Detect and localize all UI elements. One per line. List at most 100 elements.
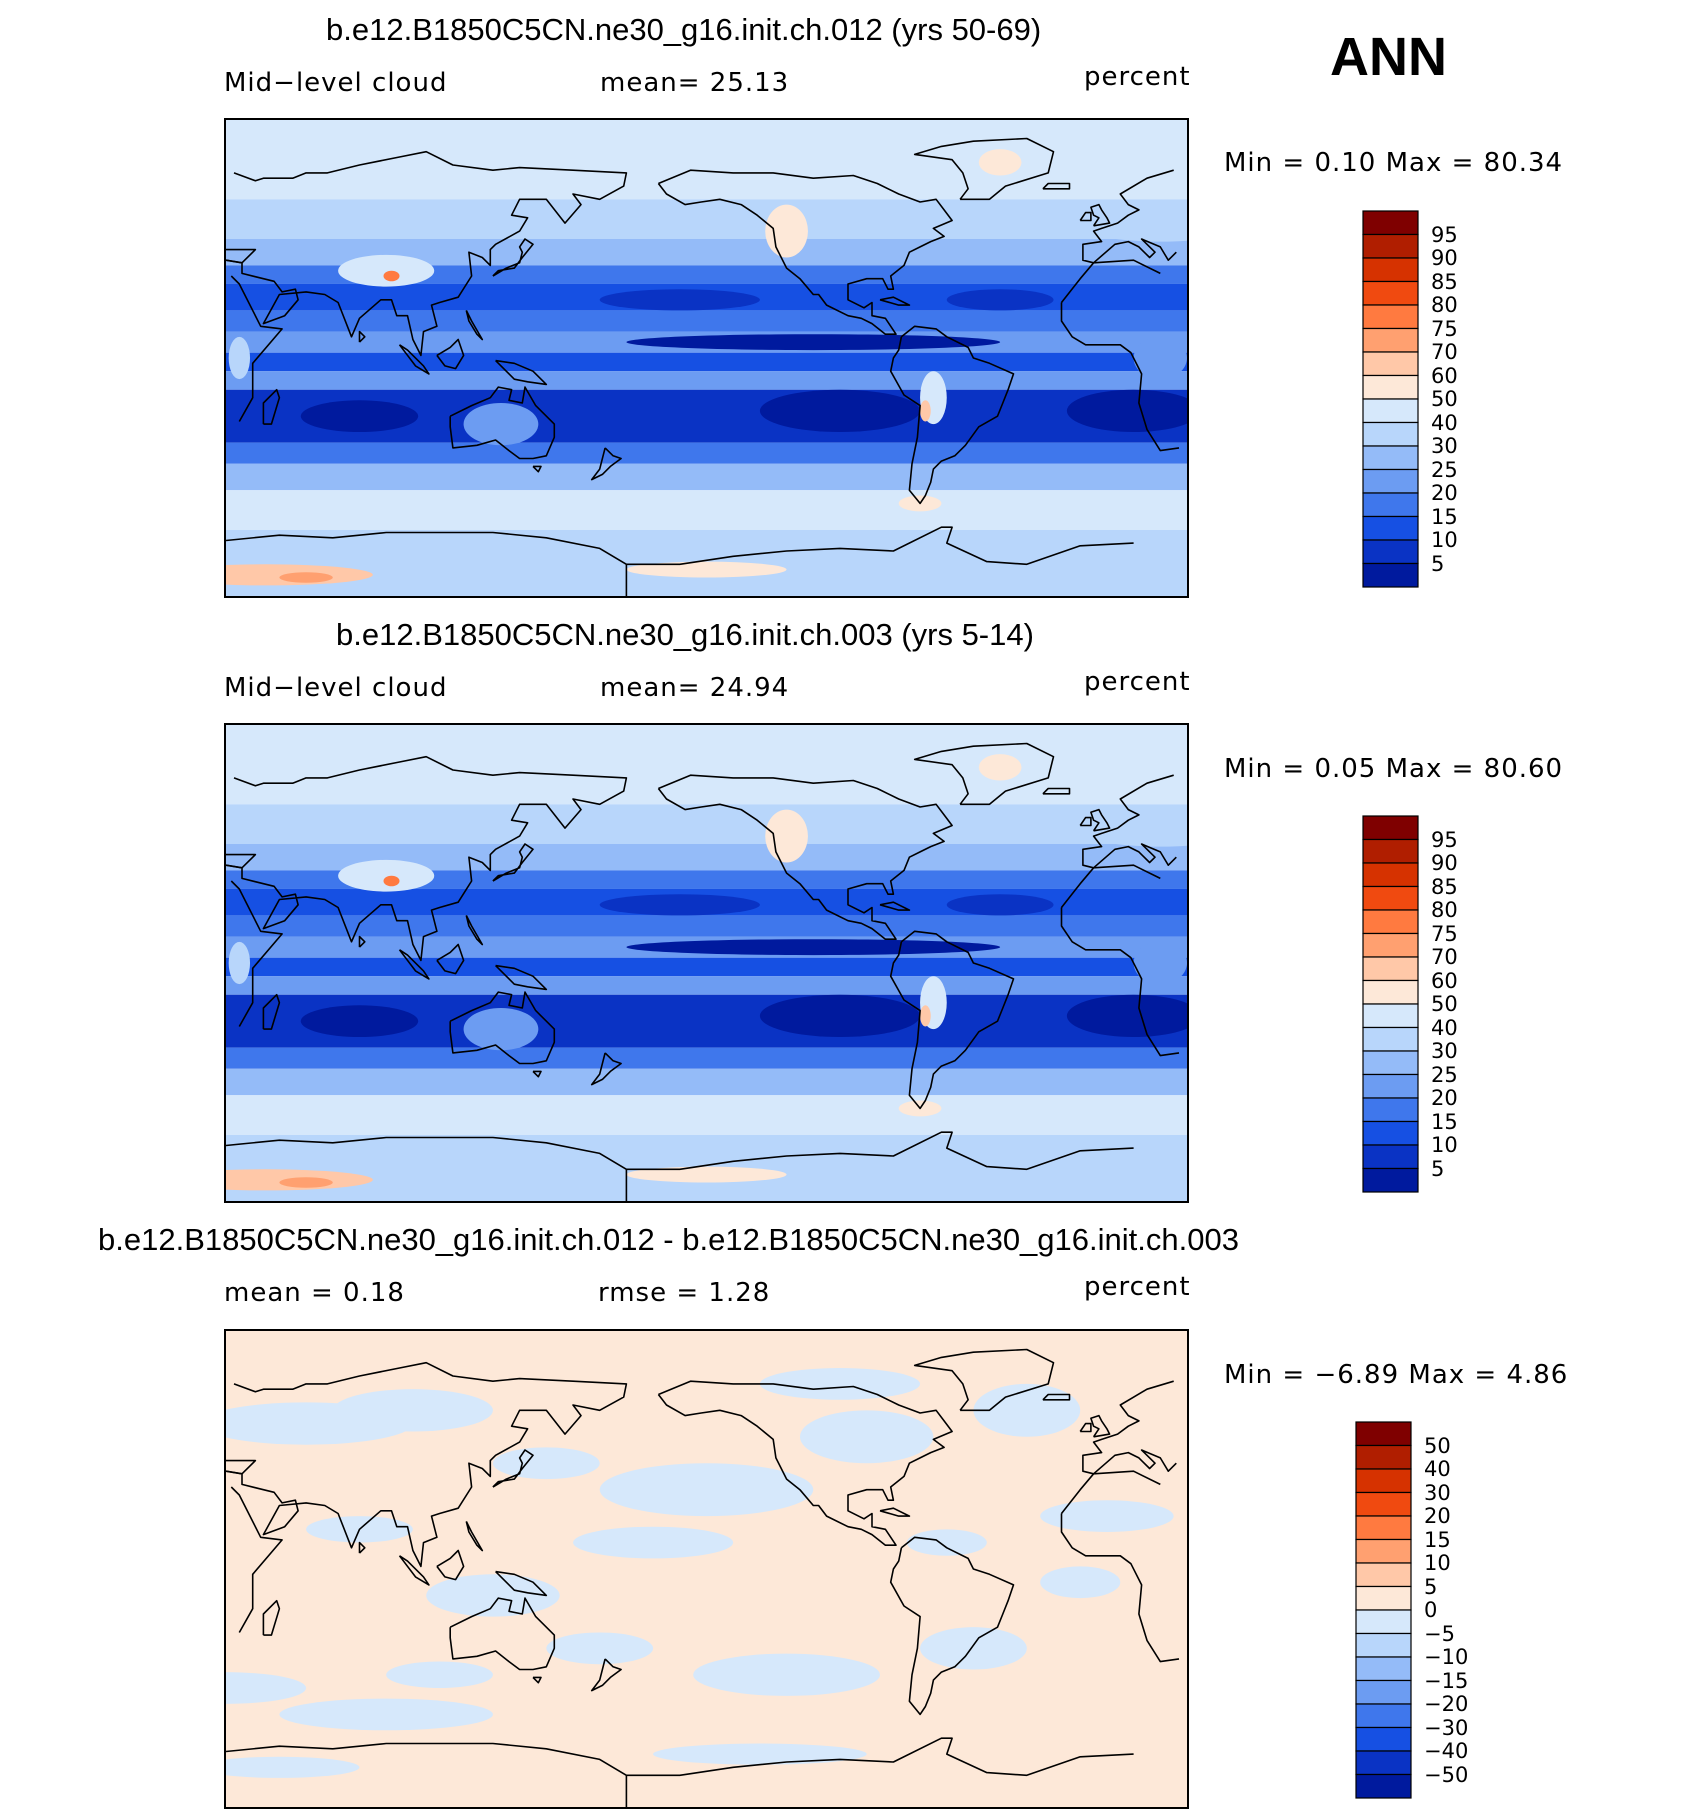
colorbar-tick-label: −40	[1424, 1739, 1469, 1763]
colorbar-swatch	[1362, 1167, 1419, 1193]
colorbar-tick-label: 20	[1424, 1504, 1451, 1528]
colorbar-tick-label: 5	[1431, 1156, 1445, 1181]
colorbar-swatch	[1355, 1656, 1412, 1682]
colorbar-swatch	[1355, 1421, 1412, 1447]
colorbar-swatch	[1355, 1585, 1412, 1611]
colorbar-tick-label: 50	[1431, 992, 1458, 1016]
colorbar-swatch	[1362, 979, 1419, 1005]
coastlines	[226, 742, 1180, 1201]
colorbar-swatch	[1362, 539, 1419, 565]
colorbar-tick-label: 60	[1431, 968, 1458, 993]
colorbar-swatch	[1355, 1468, 1412, 1494]
colorbar-swatch	[1362, 280, 1419, 306]
colorbar-tick-label: 70	[1431, 340, 1458, 364]
colorbar-tick-label: 10	[1424, 1551, 1451, 1575]
colorbar-tick-label: 95	[1431, 827, 1458, 852]
colorbar-tick-label: −50	[1424, 1762, 1469, 1787]
colorbar-swatch	[1355, 1491, 1412, 1517]
colorbar-tick-label: 50	[1431, 387, 1458, 411]
colorbar-swatch	[1355, 1515, 1412, 1541]
panel-3-map	[224, 1329, 1189, 1809]
colorbar-swatch	[1362, 1003, 1419, 1029]
colorbar-swatch	[1362, 327, 1419, 353]
panel-1-mean-label: mean= 25.13	[600, 68, 790, 98]
colorbar-swatch	[1362, 515, 1419, 541]
colorbar-tick-label: 25	[1431, 457, 1458, 482]
colorbar-swatch	[1362, 421, 1419, 447]
panel-3-rmse-label: rmse = 1.28	[598, 1278, 771, 1308]
colorbar-swatch	[1355, 1750, 1412, 1776]
colorbar-swatch	[1362, 351, 1419, 377]
colorbar-swatch	[1355, 1609, 1412, 1635]
colorbar-tick-label: 90	[1431, 851, 1458, 875]
colorbar-swatch	[1355, 1444, 1412, 1470]
colorbar-tick-label: 40	[1431, 410, 1458, 435]
colorbar-swatch	[1362, 1026, 1419, 1052]
colorbar-tick-label: 95	[1431, 222, 1458, 247]
colorbar-tick-label: 15	[1424, 1527, 1451, 1552]
panel-2-minmax-label: Min = 0.05 Max = 80.60	[1224, 754, 1564, 784]
colorbar-swatch	[1362, 562, 1419, 588]
colorbar-tick-label: 10	[1431, 528, 1458, 552]
panel-3-title: b.e12.B1850C5CN.ne30_g16.init.ch.012 - b…	[98, 1222, 1239, 1257]
colorbar-swatch	[1362, 815, 1419, 841]
panel-2-mean-label: mean= 24.94	[600, 673, 790, 703]
colorbar-tick-label: 85	[1431, 269, 1458, 294]
colorbar-tick-label: 80	[1431, 293, 1458, 317]
colorbar-swatch	[1362, 1097, 1419, 1123]
colorbar-tick-label: 30	[1431, 1039, 1458, 1063]
panel-3-mean-label: mean = 0.18	[224, 1278, 405, 1308]
panel-2-variable-label: Mid−level cloud	[224, 673, 448, 703]
colorbar-tick-label: 10	[1431, 1133, 1458, 1157]
colorbar-tick-label: 85	[1431, 874, 1458, 899]
colorbar-tick-label: 50	[1424, 1433, 1451, 1458]
colorbar-swatch	[1362, 374, 1419, 400]
colorbar-tick-label: 15	[1431, 504, 1458, 529]
colorbar-tick-label: 70	[1431, 945, 1458, 969]
panel-1-minmax-label: Min = 0.10 Max = 80.34	[1224, 148, 1564, 178]
colorbar-tick-label: 5	[1424, 1574, 1438, 1599]
colorbar-swatch	[1362, 1073, 1419, 1099]
colorbar-tick-label: 80	[1431, 898, 1458, 922]
colorbar-swatch	[1362, 210, 1419, 236]
colorbar-swatch	[1362, 885, 1419, 911]
colorbar-swatch	[1355, 1632, 1412, 1658]
panel-1-units-label: percent	[1084, 62, 1191, 92]
colorbar-tick-label: 0	[1424, 1598, 1438, 1622]
colorbar-swatch	[1362, 233, 1419, 259]
season-label: ANN	[1330, 27, 1447, 87]
colorbar-tick-label: 75	[1431, 316, 1458, 341]
colorbar-tick-label: 40	[1431, 1015, 1458, 1040]
colorbar-tick-label: 60	[1431, 363, 1458, 388]
colorbar-tick-label: 25	[1431, 1062, 1458, 1087]
colorbar-swatch	[1362, 1144, 1419, 1170]
colorbar-swatch	[1362, 956, 1419, 982]
colorbar-tick-label: −20	[1424, 1692, 1469, 1716]
colorbar-swatch	[1355, 1703, 1412, 1729]
colorbar-tick-label: −5	[1424, 1621, 1455, 1646]
colorbar-tick-label: 20	[1431, 481, 1458, 505]
panel-2-map	[224, 723, 1189, 1203]
colorbar-tick-label: 5	[1431, 551, 1445, 576]
panel-1-title: b.e12.B1850C5CN.ne30_g16.init.ch.012 (yr…	[326, 12, 1042, 47]
panel-1-variable-label: Mid−level cloud	[224, 68, 448, 98]
coastlines	[226, 1348, 1180, 1807]
colorbar-swatch	[1362, 862, 1419, 888]
colorbar-tick-label: 30	[1431, 434, 1458, 458]
colorbar-swatch	[1362, 1050, 1419, 1076]
colorbar-tick-label: 30	[1424, 1480, 1451, 1505]
colorbar-swatch	[1362, 468, 1419, 494]
colorbar-swatch	[1362, 304, 1419, 330]
colorbar-swatch	[1362, 1120, 1419, 1146]
panel-3-units-label: percent	[1084, 1272, 1191, 1302]
coastlines	[226, 137, 1180, 596]
colorbar-tick-label: 90	[1431, 246, 1458, 270]
colorbar-tick-label: 75	[1431, 921, 1458, 946]
panel-2-units-label: percent	[1084, 667, 1191, 697]
panel-3-minmax-label: Min = −6.89 Max = 4.86	[1224, 1360, 1569, 1390]
colorbar-swatch	[1355, 1773, 1412, 1799]
colorbar-swatch	[1362, 398, 1419, 424]
colorbar-swatch	[1355, 1538, 1412, 1564]
colorbar-swatch	[1362, 932, 1419, 958]
colorbar-tick-label: −10	[1424, 1645, 1469, 1669]
